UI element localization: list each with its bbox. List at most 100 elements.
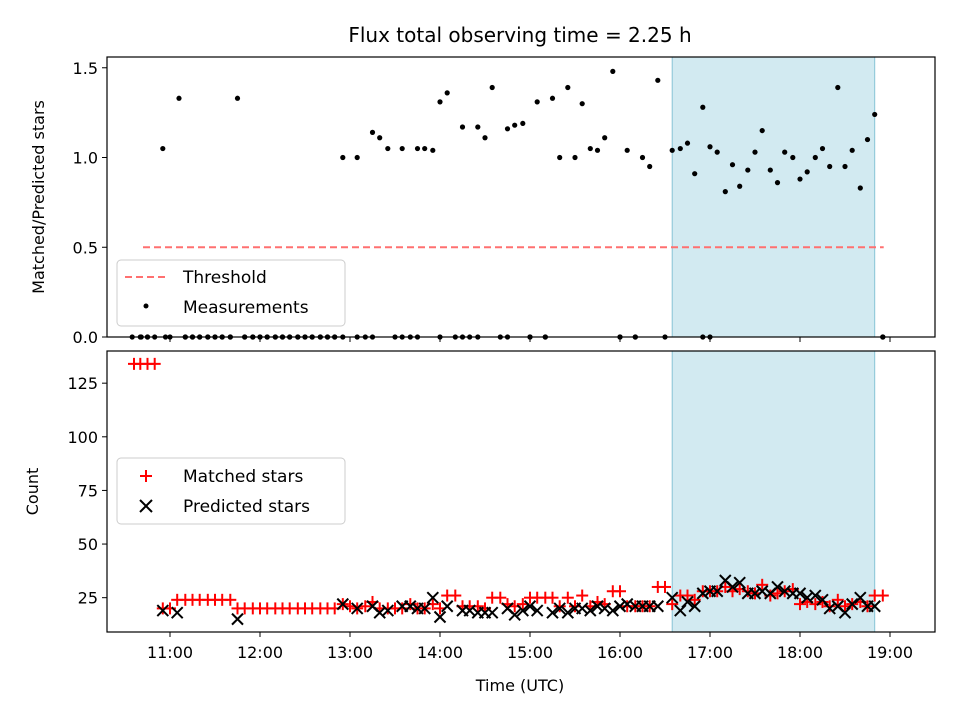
matched-star-point [396, 602, 409, 615]
measurement-point [437, 99, 443, 105]
top-y-axis-label: Matched/Predicted stars [29, 100, 48, 294]
top-y-tick-label: 1.0 [73, 149, 98, 168]
bottom-legend: Matched stars Predicted stars [116, 457, 346, 525]
bottom-y-tick-label: 25 [78, 589, 98, 608]
bottom-y-axis-label: Count [23, 468, 42, 516]
measurement-point [557, 154, 563, 161]
measurement-point [444, 90, 450, 96]
chart-title: Flux total observing time = 2.25 h [348, 23, 691, 47]
predicted-star-point [575, 602, 589, 615]
measurement-point [729, 162, 736, 168]
predicted-star-point [688, 600, 701, 613]
predicted-star-point [336, 597, 350, 611]
measurement-point [707, 144, 713, 150]
predicted-star-point [553, 602, 566, 615]
x-tick-label: 12:00 [237, 643, 283, 662]
measurement-point [594, 147, 601, 153]
measurement-point [565, 84, 571, 91]
measurement-point [624, 147, 630, 153]
legend-measurements-swatch [143, 303, 149, 309]
measurement-point [534, 99, 540, 105]
predicted-star-point [606, 604, 620, 617]
bottom-panel: 25 50 75 100 125 11:00 12:00 13:00 14:00 15:00 16:… [23, 350, 936, 695]
matched-star-point [823, 600, 836, 613]
predicted-star-point [733, 576, 746, 589]
measurement-point [234, 95, 241, 101]
matched-star-point [553, 600, 566, 613]
top-axis-ticks: 0.0 0.5 1.0 1.5 [73, 59, 891, 347]
measurement-point [700, 104, 706, 110]
matched-star-point [794, 598, 806, 611]
top-panel: 0.0 0.5 1.0 1.5 Matched/Predicted stars Thr… [29, 56, 936, 347]
measurement-point [512, 122, 518, 128]
matched-star-point [546, 591, 559, 604]
measurement-point [399, 145, 405, 152]
measurement-point [842, 163, 848, 170]
bottom-y-tick-label: 75 [78, 481, 98, 500]
measurement-point [655, 77, 661, 83]
predicted-star-point [426, 591, 440, 604]
matched-star-point [614, 585, 626, 598]
measurement-point [489, 84, 495, 91]
measurement-point [354, 154, 360, 161]
top-axes-frame [106, 56, 936, 338]
bottom-legend-box [116, 457, 346, 525]
measurement-point [864, 136, 871, 143]
predicted-star-point [665, 591, 679, 604]
legend-predicted-label: Predicted stars [183, 497, 310, 517]
measurement-point [422, 145, 428, 152]
measurement-point [414, 145, 421, 152]
top-highlight-span [671, 56, 876, 338]
x-tick-label: 19:00 [867, 643, 913, 662]
measurement-point [812, 154, 818, 161]
measurement-point [759, 127, 765, 134]
measurement-point [872, 111, 878, 118]
matched-star-point [756, 578, 769, 591]
measurement-point [669, 147, 675, 153]
measurement-point [804, 169, 810, 175]
measurement-point [340, 154, 346, 161]
measurement-point [819, 145, 826, 152]
x-tick-label: 17:00 [687, 643, 733, 662]
matched-star-point [816, 595, 829, 608]
x-tick-label: 11:00 [147, 643, 193, 662]
measurement-point [767, 167, 773, 173]
x-tick-label: 18:00 [777, 643, 823, 662]
predicted-star-point [726, 580, 739, 594]
measurement-point [722, 189, 728, 195]
predicted-star-point [651, 600, 665, 613]
measurement-point [520, 120, 526, 127]
measurement-point [610, 68, 616, 74]
measurement-point [459, 124, 466, 130]
top-legend: Threshold Measurements [116, 259, 346, 327]
measurement-point [160, 145, 166, 152]
predicted-stars-series [156, 574, 881, 626]
predicted-star-point [231, 612, 244, 626]
predicted-star-point [418, 602, 431, 615]
matched-star-point [576, 589, 589, 602]
predicted-star-point [845, 597, 859, 611]
legend-matched-label: Matched stars [183, 467, 303, 487]
measurement-point [639, 154, 646, 161]
chart-title-group: Flux total observing time = 2.25 h [348, 23, 691, 47]
matched-star-point [561, 591, 574, 604]
predicted-star-point [561, 606, 575, 619]
predicted-star-point [771, 580, 784, 594]
predicted-star-point [546, 606, 559, 619]
x-tick-label: 16:00 [597, 643, 643, 662]
matched-star-point [666, 598, 679, 611]
measurement-point [827, 163, 833, 170]
bottom-y-tick-label: 125 [67, 374, 98, 393]
predicted-star-point [508, 608, 521, 622]
matched-star-point [359, 600, 372, 613]
measurement-point [587, 145, 593, 152]
measurement-point [385, 145, 391, 152]
x-axis-label: Time (UTC) [475, 676, 564, 695]
predicted-star-point [516, 604, 530, 617]
measurement-point [790, 154, 796, 161]
measurement-point [504, 126, 511, 132]
legend-threshold-label: Threshold [182, 268, 267, 288]
measurement-point [857, 185, 863, 191]
predicted-star-point [681, 595, 694, 609]
predicted-star-point [793, 587, 807, 600]
